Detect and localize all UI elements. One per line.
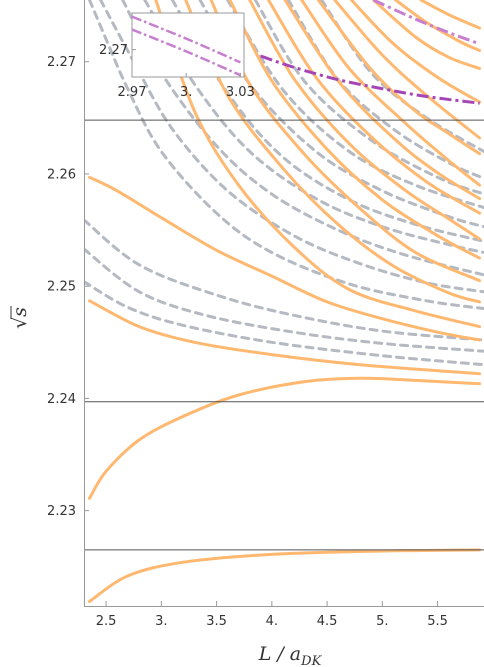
y-axis-title-text: √s xyxy=(9,306,31,329)
y-tick-label: 2.27 xyxy=(47,55,76,70)
gray-dashed-curve-4 xyxy=(88,0,484,311)
orange-curve-4 xyxy=(88,175,482,342)
x-tick-label: 5.5 xyxy=(427,614,448,629)
purple-dashdot-curve-2 xyxy=(260,54,480,105)
svg-text:√s: √s xyxy=(9,307,31,329)
inset-zoom-plot: 2.97 3. 3.03 2.27 xyxy=(99,12,255,100)
y-axis-title: √s xyxy=(9,306,31,329)
y-tick-label: 2.24 xyxy=(47,392,76,407)
threshold-lines xyxy=(84,119,484,551)
orange-curve-17 xyxy=(394,0,482,52)
x-tick-label: 3. xyxy=(155,614,167,629)
orange-curve-5 xyxy=(154,0,482,329)
inset-lines xyxy=(132,15,241,77)
inset-dashdot-line-2 xyxy=(132,28,241,77)
inset-y-tick-label: 2.27 xyxy=(99,43,128,58)
orange-curve-13 xyxy=(316,0,482,156)
x-axis-ticks: 2.5 3. 3.5 4. 4.5 5. 5.5 xyxy=(96,601,448,629)
y-axis-ticks: 2.23 2.24 2.25 2.26 2.27 xyxy=(47,55,89,519)
purple-dashdot-curve-1 xyxy=(372,0,481,46)
y-tick-label: 2.25 xyxy=(47,280,76,295)
inset-x-tick-label: 3. xyxy=(180,85,192,100)
orange-curve-11 xyxy=(283,0,482,201)
orange-curve-8 xyxy=(228,0,482,260)
x-tick-label: 4.5 xyxy=(317,614,338,629)
gray-dashed-curve-7 xyxy=(143,0,484,254)
y-tick-label: 2.26 xyxy=(47,167,76,182)
gray-dashed-curve-10 xyxy=(226,0,484,210)
curves-layer xyxy=(84,0,484,603)
inset-x-tick-label: 2.97 xyxy=(118,85,147,100)
orange-curve-18 xyxy=(419,0,482,30)
orange-curve-6 xyxy=(184,0,482,304)
orange-curve-10 xyxy=(267,0,482,215)
gray-dashed-curve-2 xyxy=(84,247,484,353)
inset-dashdot-line-1 xyxy=(132,15,241,64)
plot-area: 2.5 3. 3.5 4. 4.5 5. 5.5 2.23 2.24 2.25 2.26 2.27 xyxy=(47,0,484,629)
orange-curve-2 xyxy=(88,376,482,500)
x-tick-label: 3.5 xyxy=(206,614,227,629)
inset-frame xyxy=(131,12,245,78)
gray-dashed-curve-3 xyxy=(84,218,484,342)
orange-curve-1 xyxy=(88,548,482,603)
y-tick-label: 2.23 xyxy=(47,504,76,519)
orange-curve-14 xyxy=(333,0,482,140)
inset-ticks: 2.97 3. 3.03 2.27 xyxy=(99,43,255,100)
plot-frame xyxy=(84,0,484,607)
x-axis-title: L / aDK xyxy=(258,643,323,667)
orange-curve-16 xyxy=(372,0,482,70)
gray-dashed-curve-1 xyxy=(84,280,484,367)
inset-x-tick-label: 3.03 xyxy=(226,85,255,100)
x-tick-label: 4. xyxy=(266,614,278,629)
x-axis-title-text: L / aDK xyxy=(258,643,323,667)
x-tick-label: 5. xyxy=(376,614,388,629)
orange-curve-3 xyxy=(88,299,482,376)
orange-curve-15 xyxy=(349,0,482,104)
gray-dashed-curve-11 xyxy=(253,0,484,196)
x-tick-label: 2.5 xyxy=(96,614,117,629)
